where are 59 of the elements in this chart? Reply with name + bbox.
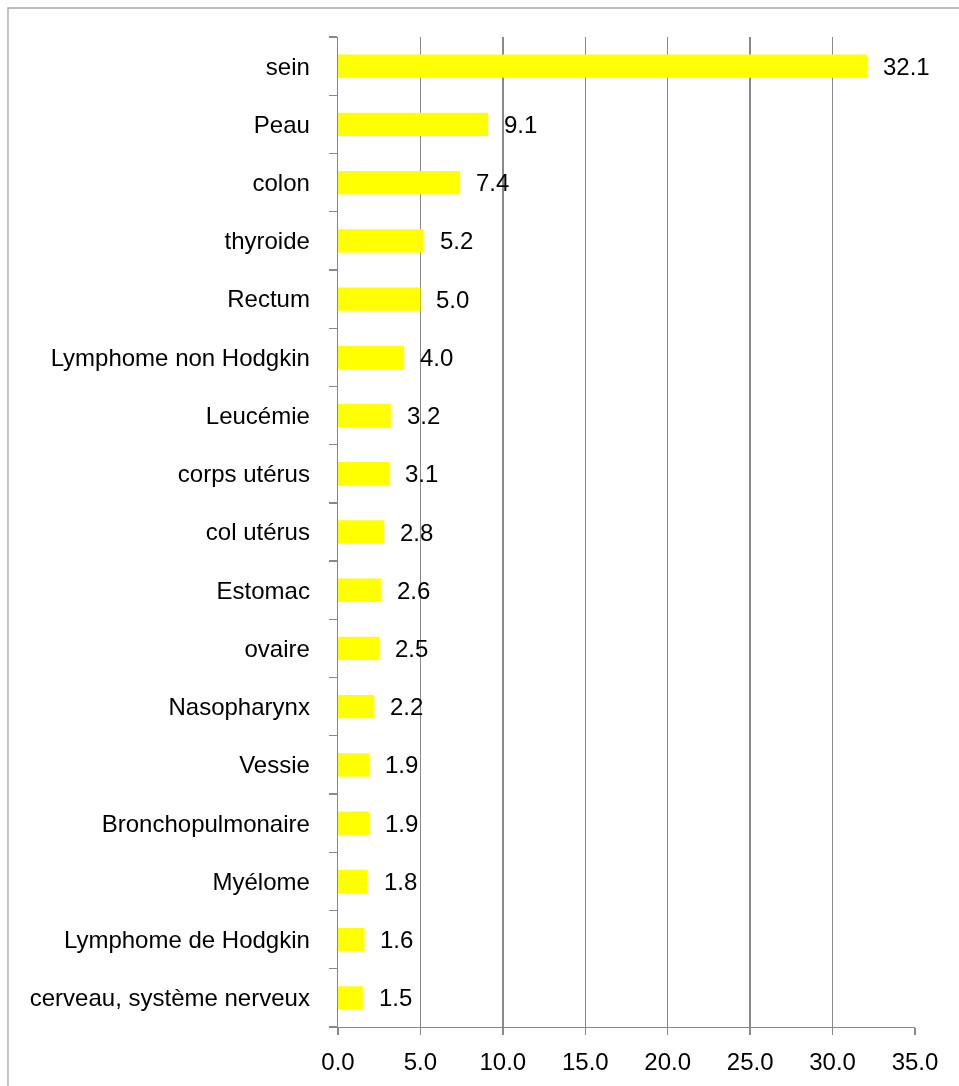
y-tick-label: Leucémie (205, 401, 310, 429)
data-label: 5.2 (440, 227, 474, 254)
data-label: 1.6 (380, 926, 414, 953)
x-tick-label: 15.0 (561, 1048, 609, 1076)
data-label: 2.8 (400, 519, 434, 546)
bar (338, 287, 421, 311)
y-tick-label: cerveau, système nerveux (29, 984, 310, 1012)
y-tick-label: Bronchopulmonaire (101, 809, 310, 837)
bar (338, 54, 868, 78)
bar (338, 520, 385, 544)
data-label: 1.5 (379, 984, 413, 1011)
bar (338, 695, 375, 719)
bar (338, 636, 380, 661)
bar (338, 811, 370, 835)
data-label: 3.2 (407, 402, 441, 429)
bar (338, 462, 390, 486)
data-label: 1.9 (385, 751, 419, 778)
bar (338, 928, 365, 952)
x-tick-label: 30.0 (809, 1048, 856, 1076)
data-label: 1.9 (385, 810, 419, 837)
y-tick-label: Estomac (216, 576, 310, 604)
data-label: 32.1 (883, 53, 930, 80)
y-tick-label: col utérus (205, 518, 310, 546)
y-tick-label: thyroide (224, 227, 310, 255)
bar (338, 345, 404, 369)
data-label: 1.8 (384, 868, 418, 895)
y-tick-label: Lymphome de Hodgkin (63, 926, 310, 954)
y-tick-label: sein (265, 52, 310, 80)
bar (338, 229, 424, 253)
data-label: 5.0 (436, 286, 470, 313)
x-tick-label: 35.0 (891, 1048, 939, 1076)
data-label: 2.2 (390, 693, 424, 720)
bar (338, 986, 363, 1010)
y-tick-label: Vessie (239, 751, 310, 779)
x-tick-label: 10.0 (479, 1048, 527, 1076)
bar (338, 170, 460, 195)
data-label: 2.6 (397, 577, 431, 604)
x-tick-label: 20.0 (644, 1048, 692, 1076)
y-tick-label: Nasopharynx (168, 693, 310, 721)
bar (338, 112, 489, 136)
y-tick-label: Peau (253, 110, 310, 138)
data-label: 7.4 (476, 169, 510, 196)
x-tick-label: 0.0 (321, 1048, 355, 1076)
data-label: 9.1 (504, 111, 538, 138)
y-tick-label: Myélome (212, 867, 310, 895)
x-tick-label: 5.0 (403, 1048, 438, 1076)
data-label: 2.5 (395, 635, 429, 662)
y-tick-label: ovaire (244, 634, 310, 662)
y-tick-label: Rectum (227, 285, 310, 313)
data-label: 4.0 (420, 344, 454, 371)
y-tick-label: Lymphome non Hodgkin (50, 343, 310, 371)
data-label: 3.1 (405, 460, 439, 487)
bar (338, 869, 368, 894)
y-tick-label: corps utérus (177, 460, 310, 488)
y-tick-label: colon (252, 168, 310, 196)
x-tick-label: 25.0 (726, 1048, 774, 1076)
bar (338, 403, 391, 428)
bar (338, 753, 370, 777)
bar (338, 578, 381, 602)
